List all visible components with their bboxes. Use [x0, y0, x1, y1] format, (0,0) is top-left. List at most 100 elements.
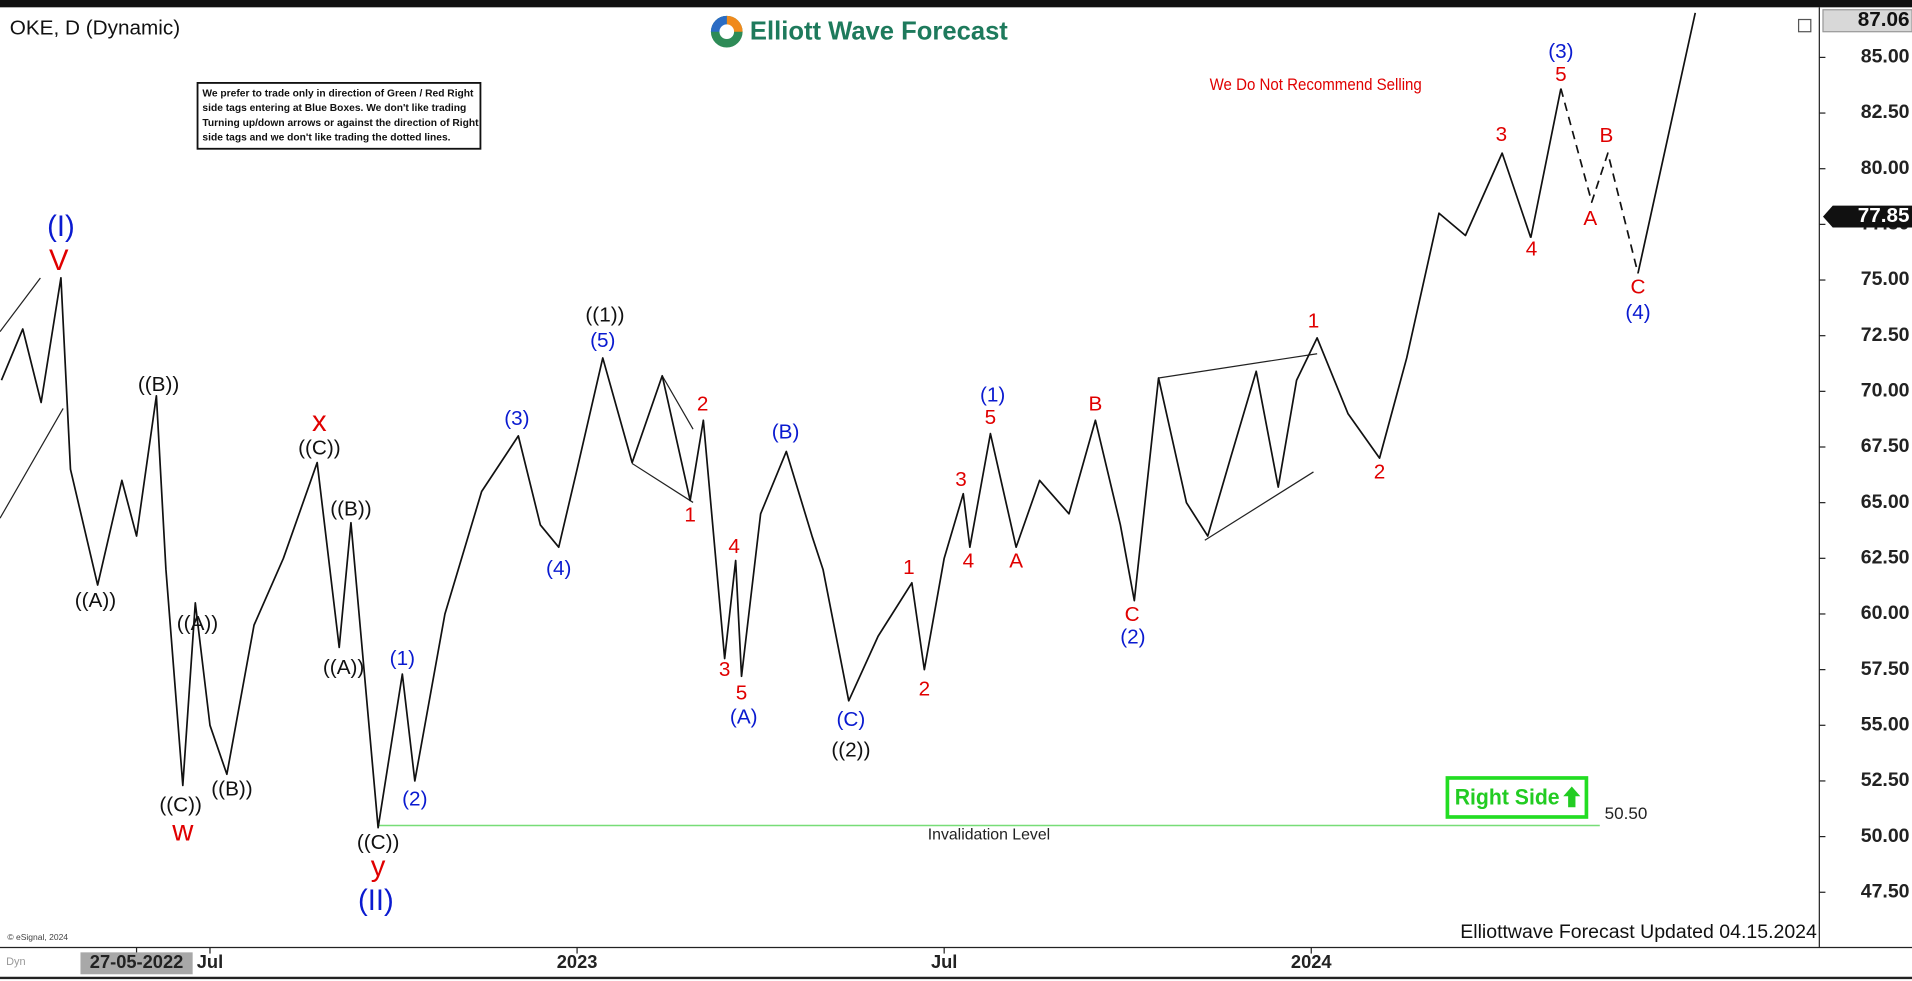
- wave-label: x: [312, 406, 327, 438]
- wave-label: y: [371, 851, 386, 883]
- wave-label: (B): [772, 420, 800, 443]
- x-tick-label: 27-05-2022: [90, 951, 184, 972]
- wave-label: 4: [728, 535, 740, 558]
- x-tick-label: Jul: [931, 951, 957, 972]
- y-tick-label: 72.50: [1861, 324, 1910, 346]
- wave-label: ((C)): [357, 831, 400, 854]
- wave-label: 3: [719, 658, 731, 681]
- wave-label: 5: [1555, 63, 1567, 86]
- footer: Elliottwave Forecast Updated 04.15.2024: [1460, 921, 1817, 943]
- copyright: © eSignal, 2024: [7, 932, 68, 942]
- y-tick-label: 67.50: [1861, 435, 1910, 457]
- wave-label: V: [49, 245, 69, 277]
- trendline: [661, 375, 694, 430]
- wave-label: (2): [1120, 625, 1145, 648]
- wave-label: (I): [47, 211, 75, 243]
- badge-arrow: [1563, 786, 1581, 808]
- wave-label: ((2)): [831, 739, 870, 762]
- wave-label: ((A)): [75, 589, 116, 612]
- trendline: [0, 277, 41, 333]
- wave-label: 2: [919, 678, 931, 701]
- wave-label: ((B)): [138, 373, 179, 396]
- y-tick-label: 80.00: [1861, 157, 1910, 179]
- wave-label: A: [1583, 207, 1597, 230]
- top-bar: [0, 0, 1912, 8]
- y-tick-label: 50.00: [1861, 825, 1910, 847]
- wave-label: 4: [963, 550, 975, 573]
- window-icon: [1797, 18, 1812, 33]
- wave-label: B: [1599, 124, 1613, 147]
- wave-label: 3: [955, 468, 967, 491]
- wave-label: 2: [1374, 461, 1386, 484]
- wave-label: (3): [504, 407, 529, 430]
- wave-label: (1): [390, 647, 415, 670]
- high-price: 87.06: [1858, 8, 1910, 31]
- trendline: [1158, 353, 1318, 379]
- wave-label: C: [1630, 275, 1645, 298]
- brand-name: Elliott Wave Forecast: [750, 18, 1008, 46]
- cursor-date-box: [80, 952, 193, 975]
- wave-label: 2: [697, 392, 709, 415]
- badge-box: [1445, 776, 1589, 819]
- wave-label: (C): [837, 708, 866, 731]
- price-line: [1560, 88, 1639, 274]
- y-tick-label: 82.50: [1861, 101, 1910, 123]
- wave-label: (2): [402, 787, 427, 810]
- notice-line: side tags entering at Blue Boxes. We don…: [202, 103, 466, 114]
- logo-core: [719, 24, 735, 40]
- wave-label: ((A)): [177, 612, 218, 635]
- mode-label: Dyn: [6, 956, 26, 968]
- wave-label: (A): [730, 706, 758, 729]
- symbol-title: OKE, D (Dynamic): [10, 17, 180, 40]
- wave-label: 1: [903, 556, 915, 579]
- wave-label: ((C)): [159, 794, 202, 817]
- trendline: [1204, 471, 1314, 541]
- wave-label: ((B)): [330, 497, 371, 520]
- wave-label: ((A)): [323, 656, 364, 679]
- notice-box: [196, 82, 482, 150]
- y-tick-label: 70.00: [1861, 380, 1910, 402]
- y-tick-label: 55.00: [1861, 713, 1910, 735]
- y-tick-label: 47.50: [1861, 880, 1910, 902]
- wave-label: 1: [684, 503, 696, 526]
- wave-label: B: [1088, 392, 1102, 415]
- price-line: [0, 152, 1532, 829]
- notice-line: side tags and we don't like trading the …: [202, 132, 450, 143]
- wave-label: ((1)): [585, 303, 624, 326]
- x-tick-label: 2024: [1291, 951, 1333, 972]
- brand-logo: Elliott Wave Forecast: [710, 15, 1008, 48]
- wave-label: A: [1009, 550, 1023, 573]
- trendline: [631, 462, 694, 503]
- y-tick-label: 60.00: [1861, 602, 1910, 624]
- wave-label: 5: [736, 681, 748, 704]
- last-price: 77.85: [1858, 204, 1910, 227]
- wave-label: (4): [546, 557, 571, 580]
- y-tick-label: 65.00: [1861, 491, 1910, 513]
- y-tick-label: 62.50: [1861, 546, 1910, 568]
- x-tick-label: 2023: [557, 951, 598, 972]
- wave-label: (1): [980, 384, 1005, 407]
- wave-label: ((C)): [298, 436, 341, 459]
- price-tag: [1822, 205, 1912, 228]
- wave-label: 4: [1526, 237, 1538, 260]
- notice-line: We prefer to trade only in direction of …: [202, 89, 474, 100]
- wave-label: ((B)): [211, 778, 252, 801]
- wave-label: (3): [1548, 40, 1573, 63]
- wave-label: w: [171, 816, 194, 848]
- wave-label: (II): [358, 885, 394, 917]
- wave-label: (5): [590, 329, 615, 352]
- wave-label: 5: [985, 406, 997, 429]
- wave-label: 1: [1308, 309, 1320, 332]
- x-tick-label: Jul: [197, 951, 223, 972]
- invalidation-text: Invalidation Level: [928, 826, 1050, 843]
- wave-label: C: [1125, 603, 1140, 626]
- price-tag: [1822, 9, 1912, 33]
- invalidation-value: 50.50: [1605, 804, 1648, 823]
- y-tick-label: 57.50: [1861, 658, 1910, 680]
- wave-label: (4): [1625, 301, 1650, 324]
- wave-label: 3: [1496, 123, 1508, 146]
- y-tick-label: 75.00: [1861, 268, 1910, 290]
